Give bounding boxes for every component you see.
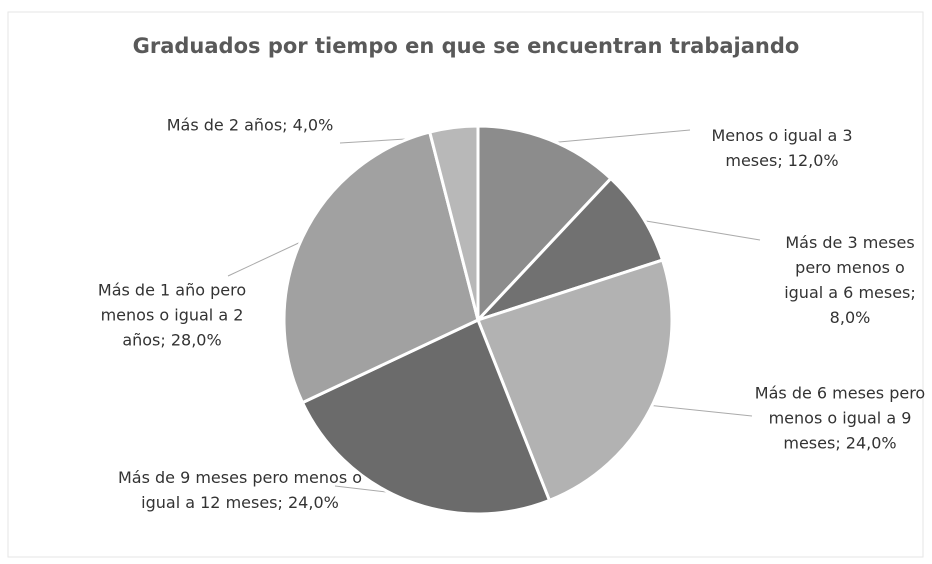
pie-slice — [427, 124, 480, 321]
data-label: Más de 6 meses pero menos o igual a 9 me… — [754, 383, 926, 453]
data-label: Más de 1 año pero menos o igual a 2 años… — [97, 280, 247, 350]
pie-slice — [476, 176, 665, 322]
leader-line — [639, 219, 761, 241]
data-label: Más de 2 años; 4,0% — [166, 115, 334, 135]
leader-line — [547, 129, 691, 144]
pie-slice — [282, 130, 480, 405]
data-label: Más de 9 meses pero menos o igual a 12 m… — [117, 468, 363, 512]
pie-slice — [476, 124, 613, 324]
data-label: Más de 3 meses pero menos o igual a 6 me… — [784, 233, 916, 327]
pie-slice — [300, 317, 552, 516]
leader-line — [227, 239, 306, 277]
chart-border — [7, 11, 924, 558]
data-label: Menos o igual a 3 meses; 12,0% — [711, 126, 853, 170]
chart-title: Graduados por tiempo en que se encuentra… — [133, 34, 800, 58]
